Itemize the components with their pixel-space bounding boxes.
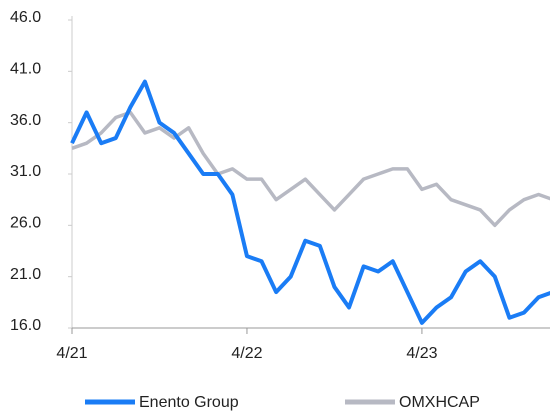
x-tick-label: 4/22 [231, 345, 262, 362]
series-line [70, 79, 550, 325]
y-tick-label: 26.0 [10, 215, 41, 232]
y-tick-label: 21.0 [10, 266, 41, 283]
x-tick-label: 4/23 [406, 345, 437, 362]
y-tick-label: 36.0 [10, 112, 41, 129]
x-tick-label: 4/21 [56, 345, 87, 362]
legend-label: Enento Group [139, 394, 239, 411]
y-tick-label: 31.0 [10, 163, 41, 180]
series-line [71, 110, 550, 228]
y-tick-label: 41.0 [10, 61, 41, 78]
y-tick-label: 46.0 [10, 9, 41, 26]
legend-label: OMXHCAP [399, 394, 480, 411]
y-tick-label: 16.0 [10, 317, 41, 334]
